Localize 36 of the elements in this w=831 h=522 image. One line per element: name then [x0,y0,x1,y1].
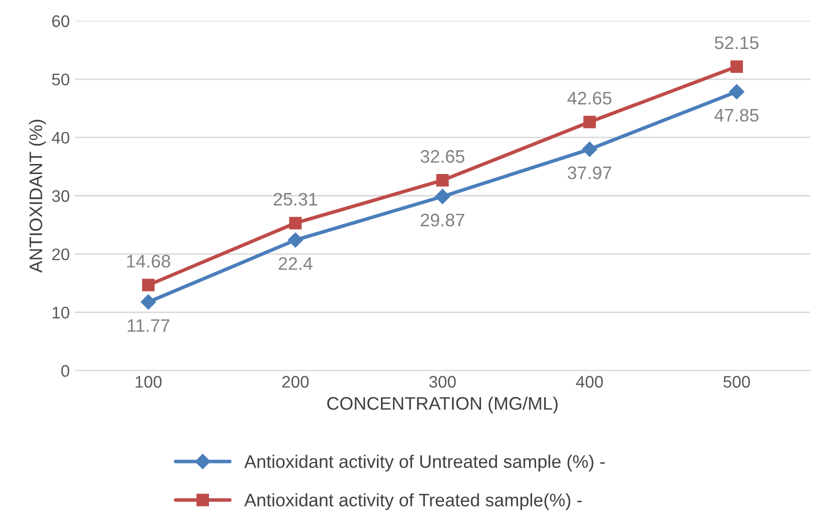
point [730,60,743,73]
point [583,116,596,128]
legend-label: Antioxidant activity of Treated sample(%) - [244,493,582,510]
y-tick-label: 10 [52,306,70,319]
y-tick-label: 60 [52,15,70,28]
data-label: 52.15 [714,36,759,50]
point [140,294,156,310]
data-label: 47.85 [714,108,759,122]
data-label: 25.31 [274,192,318,206]
data-label: 14.68 [127,254,170,268]
y-axis-title: ANTIOXIDANT (%) [29,120,46,273]
x-axis-title: CONCENTRATION (MG/ML) [327,396,558,414]
data-label: 22.4 [278,257,312,270]
x-tick-label: 500 [723,376,750,388]
y-tick-label: 30 [52,190,70,202]
y-tick-label: 50 [52,74,70,86]
x-tick-label: 200 [282,376,309,388]
legend-label: Antioxidant activity of Untreated sample (%) - [244,454,605,472]
y-tick-label: 40 [52,132,70,144]
y-tick-label: 20 [52,248,70,260]
point [729,84,744,100]
point [289,216,302,230]
data-label: 32.65 [420,150,464,163]
x-tick-label: 300 [429,376,456,388]
point [142,278,155,292]
data-label: 29.87 [420,214,464,226]
x-tick-label: 400 [576,376,603,388]
data-label: 11.77 [128,319,170,332]
x-tick-label: 100 [136,376,162,388]
point [434,188,450,204]
data-label: 37.97 [568,166,612,180]
data-label: 42.65 [567,92,612,105]
point [288,232,303,248]
point [436,174,449,187]
y-tick-label: 0 [61,365,70,377]
point [582,142,598,157]
